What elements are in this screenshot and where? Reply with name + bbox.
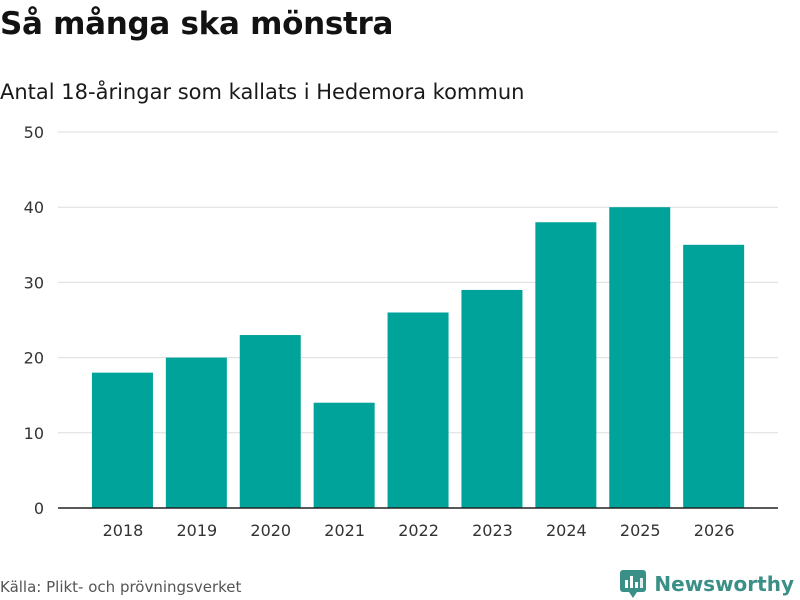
- bar: [683, 244, 745, 509]
- y-tick-label: 0: [34, 499, 44, 518]
- bar: [461, 289, 523, 508]
- y-tick-label: 40: [24, 198, 44, 217]
- brand-logo: Newsworthy: [620, 570, 794, 598]
- bar: [535, 222, 597, 509]
- x-tick-label: 2026: [694, 521, 735, 540]
- brand-name: Newsworthy: [654, 572, 794, 596]
- x-tick-label: 2025: [620, 521, 661, 540]
- y-tick-label: 50: [24, 123, 44, 142]
- x-tick-label: 2023: [472, 521, 513, 540]
- y-tick-label: 30: [24, 273, 44, 292]
- newsworthy-logo-icon: [620, 570, 647, 598]
- x-tick-label: 2019: [176, 521, 217, 540]
- y-tick-label: 10: [24, 424, 44, 443]
- x-tick-label: 2022: [398, 521, 439, 540]
- bar: [165, 357, 227, 508]
- bar: [387, 312, 449, 508]
- y-tick-label: 20: [24, 349, 44, 368]
- bar: [609, 207, 671, 508]
- source-note: Källa: Plikt- och prövningsverket: [0, 578, 242, 596]
- x-tick-label: 2020: [250, 521, 291, 540]
- x-tick-label: 2024: [546, 521, 587, 540]
- x-tick-label: 2021: [324, 521, 365, 540]
- bar: [313, 402, 375, 508]
- x-tick-label: 2018: [103, 521, 144, 540]
- chart-subtitle: Antal 18-åringar som kallats i Hedemora …: [0, 80, 525, 104]
- bar: [91, 372, 153, 508]
- bar: [239, 335, 301, 508]
- chart-title: Så många ska mönstra: [0, 6, 394, 42]
